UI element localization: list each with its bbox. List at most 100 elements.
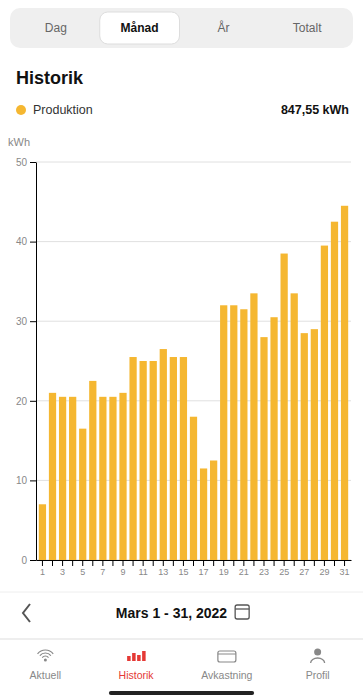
x-tick (72, 560, 73, 566)
grid (36, 162, 351, 560)
y-tick-label: 10 (16, 475, 28, 486)
icon-bar[interactable] (142, 651, 146, 661)
nav-tab-label[interactable]: Dag (45, 21, 67, 35)
icon-card[interactable] (218, 651, 236, 662)
y-tick-label: 0 (21, 555, 27, 566)
x-tick-label: 25 (279, 567, 289, 577)
x-tick-mark (203, 560, 204, 566)
x-tick-mark (163, 560, 164, 566)
prev-button[interactable] (23, 604, 30, 622)
bar (200, 468, 207, 560)
x-tick: 13 (158, 560, 168, 577)
x-tick: 19 (219, 560, 229, 577)
bottom-tab-label[interactable]: Aktuell (30, 669, 62, 681)
x-tick: 21 (239, 560, 249, 577)
bar (291, 293, 298, 560)
bar (160, 349, 167, 560)
x-tick-label: 1 (40, 567, 45, 577)
bar (281, 254, 288, 560)
icon-bar[interactable] (127, 656, 131, 661)
bar (230, 305, 237, 560)
icon-bar[interactable] (132, 653, 136, 661)
x-tick (112, 560, 113, 566)
y-tick-mark (30, 162, 36, 163)
x-tick-label: 19 (219, 567, 229, 577)
x-tick (274, 560, 275, 566)
x-tick-mark (233, 560, 234, 566)
y-tick: 30 (16, 316, 36, 327)
y-axis: 01020304050 (16, 157, 37, 566)
x-tick: 23 (259, 560, 269, 577)
x-tick-mark (133, 560, 134, 566)
icon-bar[interactable] (137, 655, 141, 661)
y-tick-mark (30, 321, 36, 322)
x-tick: 1 (40, 560, 45, 577)
y-tick-mark (30, 560, 36, 561)
x-tick (92, 560, 93, 566)
nav-tab[interactable]: Totalt (293, 21, 322, 35)
bar (89, 381, 96, 560)
bottom-tab[interactable]: Aktuell (30, 650, 62, 681)
x-tick: 25 (279, 560, 289, 577)
icon-arc[interactable] (42, 656, 48, 658)
grid-line (36, 162, 351, 163)
nav-tab-active[interactable] (100, 12, 180, 44)
bottom-tab[interactable]: Historik (119, 651, 155, 681)
calendar-icon[interactable] (235, 605, 249, 619)
nav-tab-label[interactable]: År (217, 20, 229, 35)
bar (119, 393, 126, 560)
x-tick (314, 560, 315, 566)
bottom-tab-label[interactable]: Avkastning (201, 669, 252, 681)
x-tick-mark (243, 560, 244, 566)
bar (140, 361, 147, 560)
x-tick-mark (223, 560, 224, 566)
icon-arc[interactable] (40, 653, 51, 656)
bars (39, 206, 348, 560)
legend-swatch (16, 105, 26, 115)
x-tick-label: 17 (199, 567, 209, 577)
nav-tabs: Dag Månad År Totalt (10, 8, 353, 48)
x-tick: 17 (199, 560, 209, 577)
grid-line (36, 241, 351, 242)
home-indicator (109, 691, 254, 695)
x-tick-mark (314, 560, 315, 566)
x-tick-label: 3 (60, 567, 65, 577)
bar (311, 329, 318, 560)
icon-card-line[interactable] (218, 654, 236, 655)
x-tick: 9 (120, 560, 125, 577)
bar (331, 222, 338, 560)
bar (129, 357, 136, 560)
bottom-tab[interactable]: Avkastning (201, 651, 252, 681)
y-tick-label: 40 (16, 236, 28, 247)
y-tick-label: 30 (16, 316, 28, 327)
x-tick (294, 560, 295, 566)
x-tick-label: 31 (340, 567, 350, 577)
x-tick-label: 29 (319, 567, 329, 577)
title: Historik (16, 68, 84, 88)
nav-tab-label[interactable]: Månad (121, 21, 159, 35)
x-tick-label: 13 (158, 567, 168, 577)
bar (270, 317, 277, 560)
x-tick-label: 5 (80, 567, 85, 577)
nav-tab[interactable]: Dag (45, 21, 67, 35)
icon-head[interactable] (314, 649, 321, 656)
bottom-tab-label[interactable]: Historik (119, 669, 155, 681)
icon-dot[interactable] (44, 659, 47, 662)
bottom-tab-label[interactable]: Profil (306, 669, 330, 681)
icon-arc[interactable] (38, 650, 54, 654)
x-tick: 5 (80, 560, 85, 577)
x-tick (193, 560, 194, 566)
icon-shoulders[interactable] (311, 658, 325, 663)
x-tick-mark (253, 560, 254, 566)
y-tick: 40 (16, 236, 36, 247)
nav-tab[interactable]: Månad (100, 12, 180, 44)
x-tick (253, 560, 254, 566)
bar (49, 393, 56, 560)
bottom-tab[interactable]: Profil (306, 649, 330, 682)
date-label[interactable]: Mars 1 - 31, 2022 (116, 605, 228, 621)
nav-tab-label[interactable]: Totalt (293, 21, 322, 35)
bar (150, 361, 157, 560)
x-tick-label: 21 (239, 567, 249, 577)
x-tick-label: 9 (120, 567, 125, 577)
nav-tab[interactable]: År (217, 20, 229, 35)
